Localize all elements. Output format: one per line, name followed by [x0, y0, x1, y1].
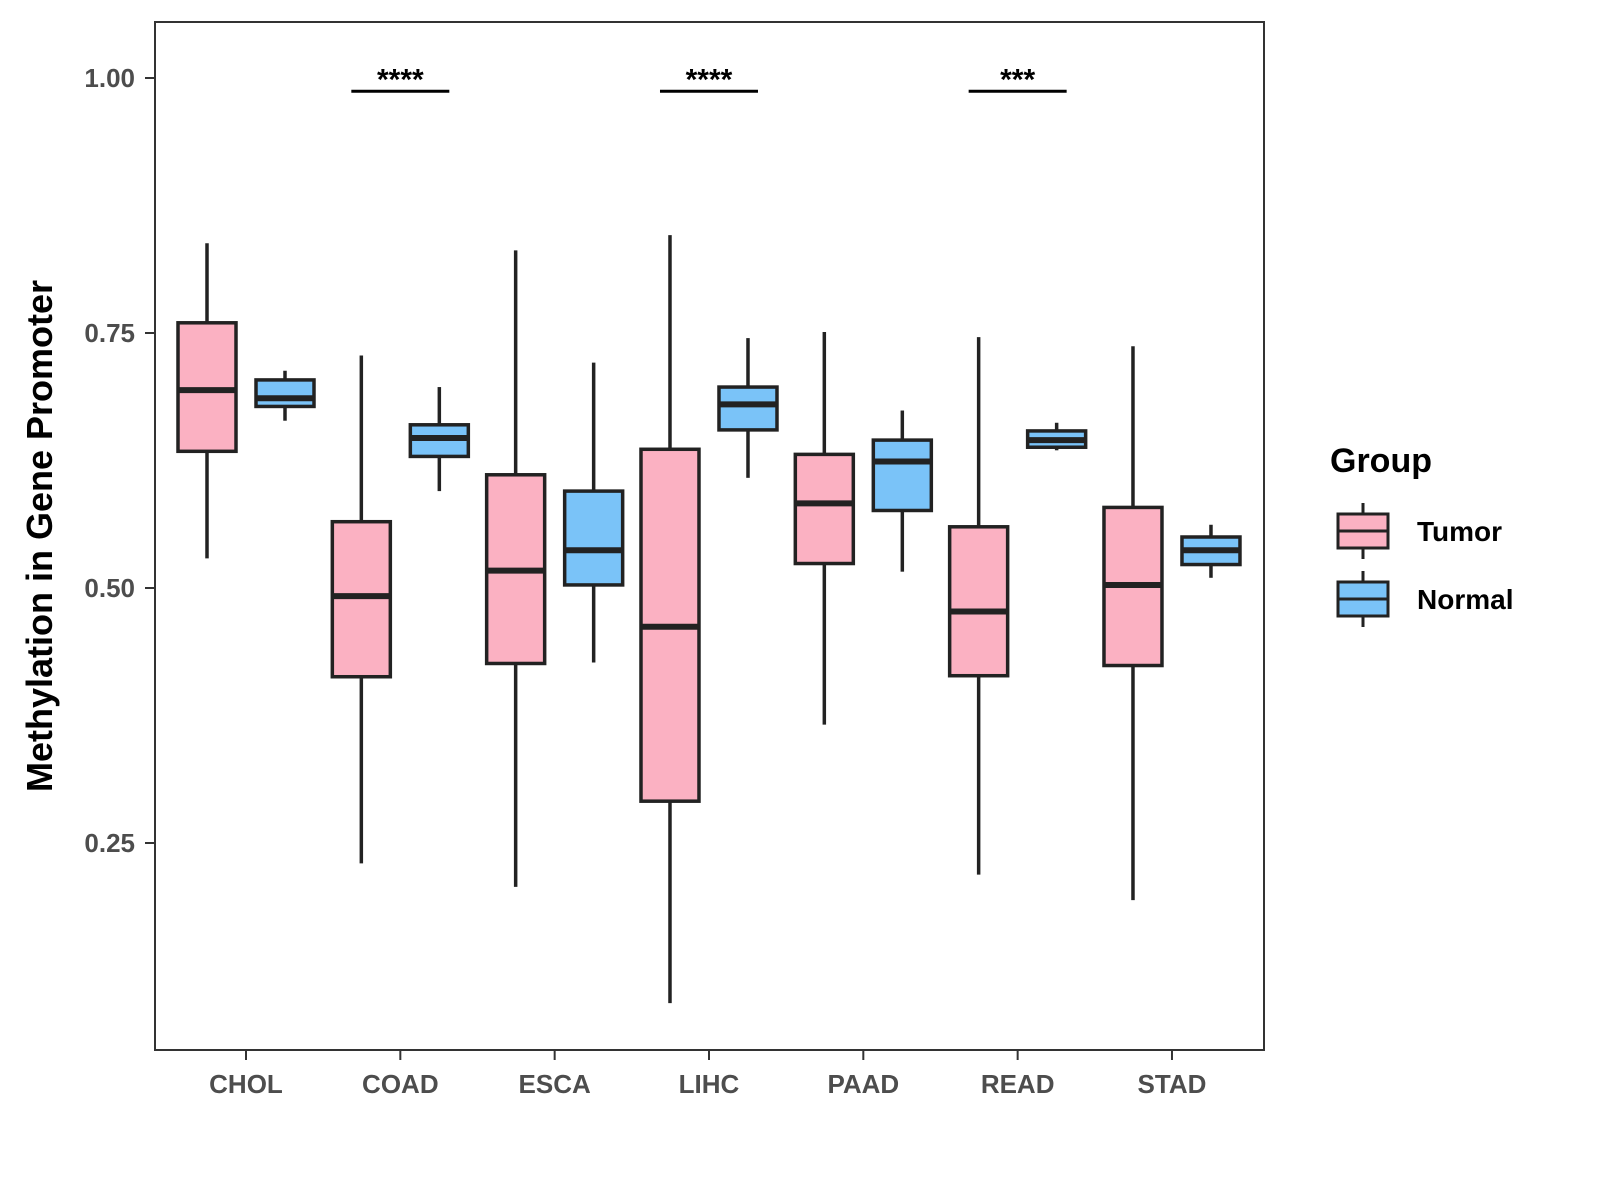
tumor-box-stad — [1102, 346, 1164, 901]
x-tick-label: LIHC — [679, 1069, 740, 1099]
iqr-box — [947, 525, 1010, 678]
y-tick-label: 0.50 — [84, 573, 135, 603]
iqr-box — [562, 489, 625, 587]
normal-box-read — [1025, 422, 1088, 451]
normal-box-chol — [254, 370, 316, 421]
x-tick-label: ESCA — [519, 1069, 591, 1099]
legend-label: Normal — [1417, 584, 1513, 615]
tumor-box-paad — [793, 331, 856, 725]
tumor-box-esca — [484, 250, 547, 887]
x-tick-label: STAD — [1138, 1069, 1207, 1099]
iqr-box — [254, 378, 316, 409]
legend-item-normal: Normal — [1336, 571, 1513, 627]
normal-box-lihc — [717, 338, 779, 478]
tumor-box-read — [947, 337, 1010, 875]
normal-box-esca — [562, 362, 625, 663]
y-tick-label: 0.75 — [84, 318, 135, 348]
x-tick-label: READ — [981, 1069, 1055, 1099]
y-axis: 0.25 0.50 0.75 1.00 — [84, 63, 155, 858]
plot-panel — [154, 21, 1265, 1051]
normal-box-paad — [871, 410, 934, 572]
y-tick-label: 1.00 — [84, 63, 135, 93]
x-tick-label: CHOL — [209, 1069, 283, 1099]
y-tick-label: 0.25 — [84, 828, 135, 858]
iqr-box — [871, 438, 934, 513]
iqr-box — [176, 321, 238, 454]
boxes — [176, 235, 1242, 1004]
significance-label: **** — [377, 63, 424, 96]
tumor-box-chol — [176, 243, 238, 559]
x-axis: CHOL COAD ESCA LIHC PAAD READ STAD — [209, 1050, 1206, 1099]
significance-label: *** — [1000, 63, 1035, 96]
normal-box-coad — [408, 387, 471, 492]
x-tick-label: COAD — [362, 1069, 439, 1099]
tumor-box-lihc — [639, 235, 701, 1004]
iqr-box — [330, 519, 393, 679]
iqr-box — [717, 385, 779, 432]
y-axis-label: Methylation in Gene Promoter — [19, 280, 60, 792]
legend-item-tumor: Tumor — [1336, 503, 1502, 559]
x-tick-label: PAAD — [827, 1069, 899, 1099]
normal-box-stad — [1180, 524, 1242, 578]
legend-title: Group — [1330, 442, 1432, 480]
significance-label: **** — [686, 63, 733, 96]
tumor-box-coad — [330, 355, 393, 864]
iqr-box — [793, 452, 856, 566]
legend-label: Tumor — [1417, 516, 1502, 547]
legend: Group Tumor Normal — [1330, 442, 1513, 627]
significance-annotations: **** **** *** — [351, 63, 1067, 96]
